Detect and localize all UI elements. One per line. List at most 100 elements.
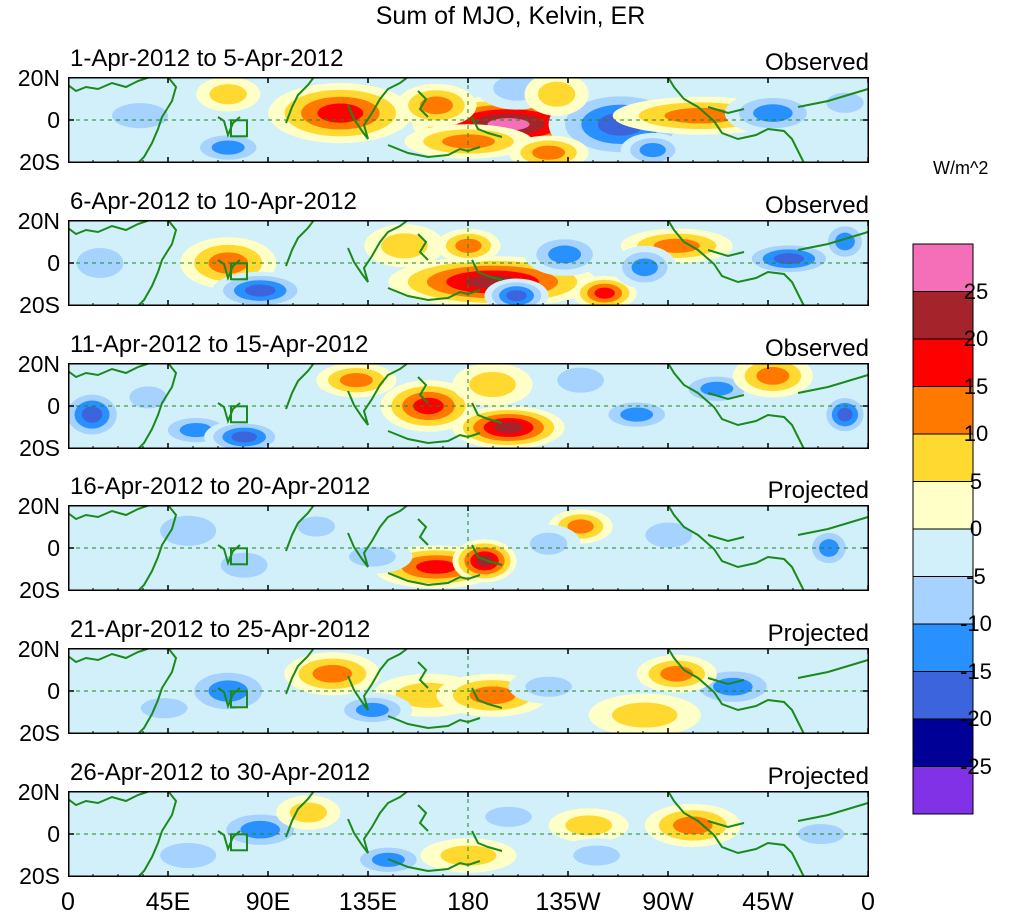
coastline	[347, 648, 409, 711]
colorbar-level-label: -15	[960, 658, 992, 684]
panel-status: Projected	[767, 620, 869, 647]
colorbar-swatch	[912, 481, 974, 530]
colorbar-swatch	[912, 386, 974, 435]
anomaly-contour	[724, 91, 821, 135]
lat-label: 20S	[19, 149, 60, 175]
lat-label: 0	[47, 107, 60, 133]
panel-date-range: 6-Apr-2012 to 10-Apr-2012	[70, 188, 357, 215]
anomaly-contour	[396, 83, 477, 127]
lat-label: 0	[47, 535, 60, 561]
lon-label-90w: 90W	[642, 888, 694, 916]
coastline	[797, 659, 869, 679]
colorbar-level-label: 5	[969, 468, 983, 494]
anomaly-contour	[628, 513, 709, 557]
anomaly-contour	[596, 397, 677, 432]
anomaly-contour	[452, 363, 533, 406]
coastline	[471, 830, 503, 852]
colorbar-level-label: -5	[966, 563, 986, 589]
coastline	[285, 77, 315, 124]
anomaly-contour	[540, 363, 621, 402]
coastline	[707, 392, 745, 401]
anomaly-contour	[284, 509, 349, 544]
chart-title: Sum of MJO, Kelvin, ER	[375, 2, 646, 30]
coastline	[667, 505, 805, 591]
panel-status: Projected	[767, 477, 869, 504]
panel-date-range: 16-Apr-2012 to 20-Apr-2012	[70, 473, 371, 500]
coastline	[68, 791, 178, 877]
coastline	[347, 220, 409, 283]
anomaly-contour	[524, 232, 605, 276]
lon-label-135w: 135W	[535, 888, 601, 916]
coastline	[285, 648, 315, 695]
anomaly-contour	[452, 406, 565, 449]
lat-label: 20S	[19, 435, 60, 461]
colorbar-level-label: -10	[960, 611, 992, 636]
lat-label: 20N	[17, 779, 60, 805]
anomaly-contour	[620, 132, 685, 163]
colorbar-swatch	[912, 243, 974, 292]
coastline	[797, 516, 869, 536]
coastline	[667, 791, 805, 877]
anomaly-contour	[508, 669, 589, 704]
colorbar-swatch	[912, 718, 974, 767]
coastline	[347, 77, 409, 140]
anomaly-contour	[820, 393, 869, 437]
lat-label: 20N	[17, 351, 60, 377]
anomaly-contour	[588, 693, 701, 734]
map-panel: 1-Apr-2012 to 5-Apr-2012 Observed 20N 0 20S	[0, 45, 1021, 175]
colorbar-swatch	[912, 528, 974, 577]
colorbar-level-label: 20	[963, 326, 989, 351]
lat-label: 20N	[17, 208, 60, 234]
coastline	[707, 106, 745, 115]
coastline	[707, 534, 745, 543]
coastline	[471, 402, 503, 424]
coastline	[471, 544, 503, 566]
colorbar-level-label: 15	[963, 373, 989, 399]
lon-label-90e: 90E	[245, 888, 291, 916]
lon-label-45e: 45E	[145, 888, 191, 916]
anomaly-contour	[468, 799, 549, 834]
coastline	[347, 363, 409, 426]
lon-label-0-end: 0	[861, 888, 875, 916]
anomaly-map	[68, 77, 869, 163]
anomaly-contour	[124, 691, 205, 726]
coastline	[471, 116, 503, 138]
anomaly-contour	[188, 130, 269, 163]
anomaly-contour	[364, 224, 445, 268]
coastline	[471, 687, 503, 709]
coastline	[68, 220, 178, 306]
anomaly-map	[68, 363, 869, 449]
anomaly-contour	[92, 94, 189, 138]
anomaly-contour	[268, 83, 413, 144]
anomaly-contour	[644, 803, 741, 847]
coastline	[797, 802, 869, 822]
lon-label-0: 0	[61, 888, 75, 916]
anomaly-contour	[196, 77, 261, 112]
anomaly-contour	[116, 378, 181, 417]
coastline	[667, 648, 805, 734]
lat-label: 0	[47, 678, 60, 704]
anomaly-contour	[572, 275, 637, 306]
lon-label-180: 180	[447, 888, 489, 916]
lon-label-135e: 135E	[338, 888, 398, 916]
coastline	[347, 505, 409, 568]
coastline	[347, 791, 409, 854]
coastline	[285, 220, 315, 267]
coastline	[68, 77, 178, 163]
coastline	[417, 90, 429, 118]
coastline	[797, 88, 869, 108]
coastline	[707, 677, 745, 686]
lat-label: 20S	[19, 720, 60, 746]
lat-label: 20N	[17, 493, 60, 519]
lat-label: 20N	[17, 636, 60, 662]
colorbar-level-label: -25	[960, 753, 992, 779]
anomaly-map	[68, 220, 869, 306]
anomaly-contour	[204, 419, 285, 449]
anomaly-contour	[548, 808, 629, 843]
coastline	[417, 376, 429, 404]
lat-label: 20S	[19, 577, 60, 603]
coastline	[667, 77, 805, 163]
anomaly-contour	[452, 539, 517, 583]
colorbar	[912, 243, 974, 815]
anomaly-contour	[516, 524, 581, 563]
